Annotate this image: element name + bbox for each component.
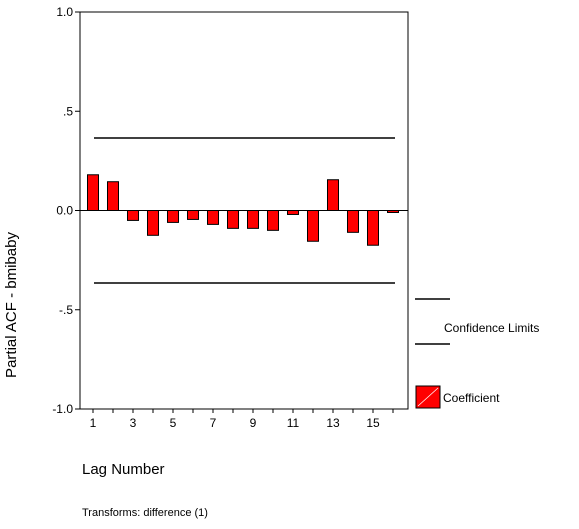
coefficient-bar: [207, 210, 219, 225]
coefficient-bar: [107, 181, 119, 211]
y-tick-label: 1.0: [56, 5, 73, 19]
coefficient-bar: [227, 210, 239, 229]
legend: Confidence Limits Coefficient: [415, 298, 539, 409]
x-tick-label: 3: [130, 416, 137, 430]
coefficient-bar: [87, 174, 99, 212]
y-tick-label: -.5: [59, 303, 73, 317]
legend-coefficient-label: Coefficient: [443, 391, 500, 405]
x-tick-label: 1: [90, 416, 97, 430]
x-axis-ticks: 1 3 5 7 9 11 13 15: [90, 409, 394, 430]
x-tick-label: 11: [287, 416, 300, 430]
coefficient-bar: [347, 210, 359, 233]
x-axis-title: Lag Number: [82, 461, 165, 478]
coefficient-bar: [187, 210, 199, 220]
y-axis-title: Partial ACF - bmibaby: [3, 232, 20, 378]
coefficient-bar: [167, 210, 179, 223]
coefficient-bar: [307, 210, 319, 242]
coefficient-bar: [367, 210, 379, 246]
coefficient-bar: [127, 210, 139, 221]
legend-coefficient-swatch-diagonal: [417, 387, 439, 407]
x-tick-label: 7: [210, 416, 217, 430]
y-axis-ticks: 1.0 .5 0.0 -.5 -1.0: [52, 5, 80, 416]
y-tick-label: .5: [63, 104, 73, 118]
y-tick-label: 0.0: [56, 204, 73, 218]
coefficient-bars: [87, 174, 399, 246]
x-tick-label: 5: [170, 416, 177, 430]
x-tick-label: 13: [326, 416, 340, 430]
footnote-transforms: Transforms: difference (1): [82, 507, 208, 519]
coefficient-bar: [387, 210, 399, 213]
x-tick-label: 15: [366, 416, 380, 430]
y-tick-label: -1.0: [52, 402, 73, 416]
coefficient-bar: [247, 210, 259, 229]
legend-confidence-label: Confidence Limits: [444, 321, 539, 335]
coefficient-bar: [147, 210, 159, 236]
coefficient-bar: [267, 210, 279, 231]
x-tick-label: 9: [250, 416, 257, 430]
coefficient-bar: [327, 179, 339, 211]
coefficient-bar: [287, 210, 299, 215]
